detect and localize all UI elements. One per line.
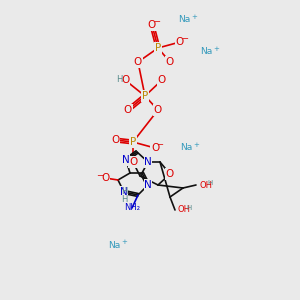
Text: N: N	[122, 155, 130, 165]
Text: O: O	[134, 57, 142, 67]
Text: H: H	[207, 180, 212, 186]
Text: H: H	[121, 194, 127, 203]
Text: N: N	[144, 180, 152, 190]
Text: −: −	[182, 34, 188, 43]
Text: H: H	[116, 76, 122, 85]
Text: P: P	[155, 43, 161, 53]
Text: O: O	[154, 105, 162, 115]
Text: Na: Na	[108, 241, 120, 250]
Text: O: O	[124, 105, 132, 115]
Text: O: O	[129, 157, 137, 167]
Text: O: O	[166, 57, 174, 67]
Text: O: O	[121, 75, 129, 85]
Text: O: O	[148, 20, 156, 30]
Text: Na: Na	[180, 143, 192, 152]
Text: H: H	[121, 187, 127, 196]
Text: NH₂: NH₂	[124, 203, 140, 212]
Text: N: N	[120, 187, 128, 197]
Text: P: P	[130, 137, 136, 147]
Text: −: −	[154, 17, 160, 26]
Text: +: +	[213, 46, 219, 52]
Text: O: O	[111, 135, 119, 145]
Text: Na: Na	[200, 47, 212, 56]
Text: H: H	[186, 205, 191, 211]
Text: O: O	[101, 173, 109, 183]
Text: −: −	[157, 140, 164, 149]
Text: −: −	[97, 172, 104, 181]
Text: O: O	[158, 75, 166, 85]
Text: +: +	[191, 14, 197, 20]
Text: P: P	[142, 91, 148, 101]
Text: N: N	[144, 157, 152, 167]
Text: +: +	[193, 142, 199, 148]
Text: OH: OH	[199, 181, 212, 190]
Text: O: O	[166, 169, 174, 179]
Text: O: O	[151, 143, 159, 153]
Text: OH: OH	[178, 206, 191, 214]
Text: O: O	[176, 37, 184, 47]
Text: +: +	[121, 239, 127, 245]
Text: Na: Na	[178, 16, 190, 25]
